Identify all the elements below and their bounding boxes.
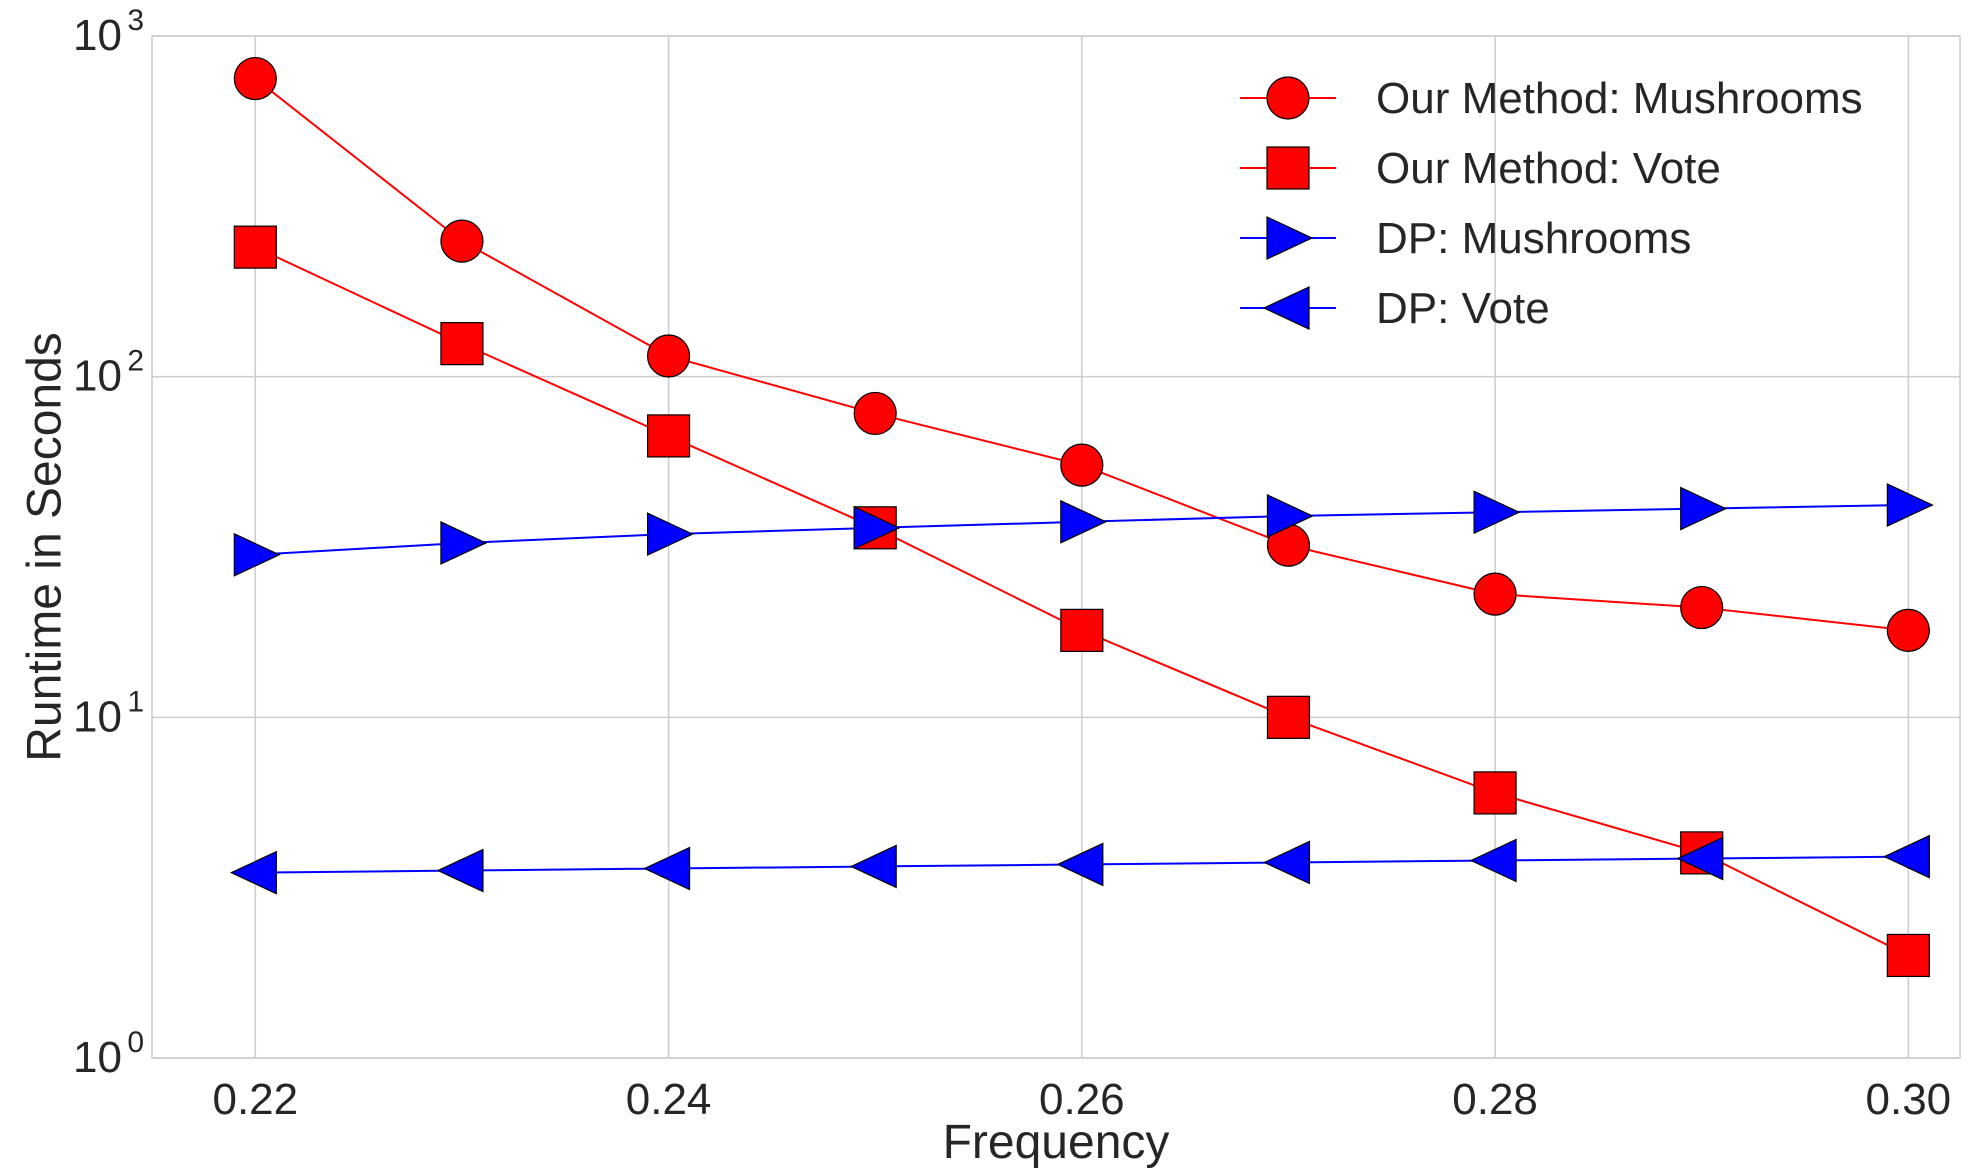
legend: Our Method: Mushrooms Our Method: Vote DP:… — [1240, 74, 1863, 333]
data-point-2-3 — [853, 505, 901, 550]
y-tick-label: 10 3 — [73, 4, 144, 60]
data-point-2-8 — [1886, 483, 1934, 527]
x-tick-label: 0.22 — [212, 1075, 298, 1124]
y-tick-base: 10 — [73, 11, 122, 60]
data-point-3-4 — [1056, 842, 1104, 887]
data-point-3-1 — [436, 848, 484, 893]
data-point-3-5 — [1263, 840, 1311, 885]
legend-entry-0: Our Method: Mushrooms — [1240, 74, 1863, 123]
legend-entry-1: Our Method: Vote — [1240, 144, 1721, 193]
data-point-2-6 — [1473, 490, 1521, 535]
legend-label-3: DP: Vote — [1376, 284, 1550, 333]
y-tick-label: 10 2 — [73, 345, 144, 401]
data-point-0-8 — [1886, 608, 1930, 652]
data-point-1-4 — [1060, 608, 1104, 652]
legend-marker-3 — [1262, 286, 1310, 330]
data-point-2-7 — [1680, 486, 1728, 531]
data-point-0-1 — [440, 219, 484, 263]
legend-label-1: Our Method: Vote — [1376, 144, 1721, 193]
legend-label-0: Our Method: Mushrooms — [1376, 74, 1863, 123]
y-tick-base: 10 — [73, 352, 122, 401]
data-point-2-4 — [1060, 499, 1108, 544]
y-tick-base: 10 — [73, 1033, 122, 1082]
data-point-1-8 — [1886, 933, 1930, 978]
data-point-3-0 — [229, 850, 277, 895]
data-point-3-7 — [1676, 836, 1724, 881]
data-point-0-2 — [646, 334, 691, 378]
legend-entry-2: DP: Mushrooms — [1240, 214, 1691, 263]
legend-label-2: DP: Mushrooms — [1376, 214, 1691, 263]
data-point-0-6 — [1473, 572, 1517, 616]
y-tick-exponent: 3 — [127, 4, 144, 37]
plot-frame — [151, 35, 1961, 1059]
y-tick-label: 10 1 — [73, 685, 144, 741]
data-point-1-6 — [1473, 771, 1517, 815]
data-point-1-0 — [233, 225, 277, 269]
data-point-1-5 — [1266, 695, 1311, 739]
y-axis-label: Runtime in Seconds — [19, 332, 72, 762]
x-tick-label: 0.24 — [626, 1075, 712, 1124]
data-point-1-2 — [646, 414, 691, 458]
data-point-0-3 — [853, 391, 897, 436]
legend-marker-1 — [1266, 146, 1310, 190]
x-tick-label: 0.30 — [1866, 1075, 1952, 1124]
legend-entry-3: DP: Vote — [1240, 284, 1550, 333]
data-point-2-5 — [1266, 494, 1314, 538]
y-tick-exponent: 0 — [127, 1026, 144, 1059]
data-point-2-1 — [440, 521, 488, 565]
x-axis-label: Frequency — [943, 1116, 1170, 1169]
data-point-0-4 — [1060, 443, 1104, 487]
series-2 — [233, 483, 1934, 577]
data-point-2-2 — [646, 512, 694, 557]
data-point-3-6 — [1469, 838, 1517, 883]
data-point-3-3 — [849, 844, 897, 889]
data-point-0-0 — [233, 56, 277, 101]
series-0 — [233, 56, 1930, 652]
legend-marker-0 — [1266, 76, 1310, 120]
data-point-3-2 — [643, 846, 691, 891]
data-point-3-8 — [1882, 834, 1930, 879]
data-point-1-1 — [440, 322, 484, 366]
y-tick-exponent: 1 — [127, 685, 144, 718]
data-point-2-0 — [233, 532, 281, 577]
legend-marker-2 — [1266, 216, 1314, 260]
series-3 — [229, 834, 1930, 895]
series-layer — [229, 56, 1934, 978]
y-tick-label: 10 0 — [73, 1026, 144, 1082]
y-tick-base: 10 — [73, 692, 122, 741]
x-tick-label: 0.28 — [1452, 1075, 1538, 1124]
data-point-0-7 — [1680, 585, 1724, 630]
y-tick-exponent: 2 — [127, 345, 144, 378]
x-tick-label: 0.26 — [1039, 1075, 1125, 1124]
